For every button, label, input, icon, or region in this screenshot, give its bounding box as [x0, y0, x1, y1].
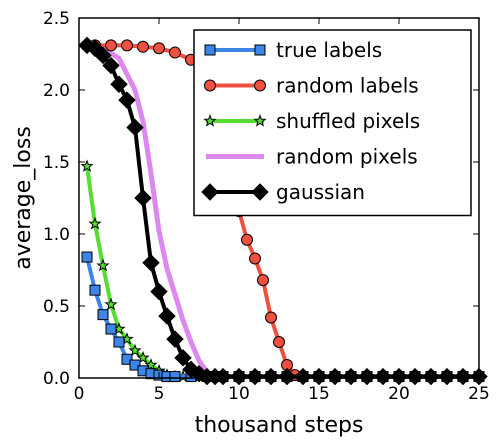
legend: true labels random labels shuffled pixels r…	[193, 29, 472, 217]
legend-label-true-labels: true labels	[276, 38, 382, 62]
data-point-true-labels	[105, 323, 117, 335]
data-point-true-labels	[81, 251, 93, 263]
legend-label-random-labels: random labels	[276, 74, 419, 98]
data-point-gaussian	[214, 367, 232, 386]
data-point-shuffled-pixels	[104, 297, 118, 311]
data-point-random-labels	[273, 336, 285, 348]
data-point-random-labels	[153, 42, 165, 55]
data-point-true-labels	[89, 284, 101, 296]
data-point-gaussian	[142, 254, 160, 272]
data-point-gaussian	[454, 367, 472, 386]
x-tick-label: 10	[228, 384, 250, 404]
data-point-gaussian	[134, 189, 152, 207]
data-point-true-labels	[169, 371, 181, 383]
data-point-random-labels	[241, 233, 253, 246]
legend-marker-true-labels	[254, 44, 266, 56]
ticks-layer: 0 5 10 15 20 25 0.0 0.5 1.0 1.5 2.0 2.5	[43, 9, 490, 404]
data-point-true-labels	[113, 336, 125, 348]
data-point-gaussian	[118, 91, 136, 109]
data-point-gaussian	[262, 367, 280, 386]
legend-marker-gaussian	[201, 183, 219, 201]
x-axis-label: thousand steps	[195, 413, 364, 438]
data-point-true-labels	[129, 359, 141, 371]
data-point-gaussian	[422, 367, 440, 386]
x-tick-label: 15	[308, 384, 330, 404]
x-tick-label: 0	[74, 384, 85, 404]
data-point-gaussian	[102, 56, 120, 75]
data-point-gaussian	[150, 282, 168, 301]
data-point-gaussian	[246, 367, 264, 386]
data-point-random-labels	[257, 274, 269, 287]
data-point-gaussian	[294, 367, 312, 386]
data-point-shuffled-pixels	[96, 258, 110, 272]
data-point-gaussian	[126, 118, 144, 137]
legend-label-gaussian: gaussian	[276, 180, 365, 204]
plot-frame	[78, 17, 480, 379]
data-point-random-labels	[137, 40, 149, 53]
data-point-random-labels	[169, 46, 181, 59]
data-point-shuffled-pixels	[80, 159, 94, 172]
data-point-shuffled-pixels	[128, 343, 142, 357]
data-point-random-labels	[121, 39, 133, 52]
data-point-gaussian	[278, 367, 296, 386]
legend-marker-shuffled-pixels	[203, 114, 217, 127]
legend-marker-gaussian	[251, 183, 269, 201]
data-point-random-labels	[105, 39, 117, 52]
legend-label-shuffled-pixels: shuffled pixels	[276, 109, 420, 133]
y-tick-label: 0.5	[43, 297, 70, 317]
data-point-gaussian	[110, 75, 128, 93]
data-point-gaussian	[406, 367, 424, 386]
x-tick-label: 20	[388, 384, 410, 404]
y-tick-label: 0.0	[43, 369, 70, 389]
data-point-gaussian	[174, 349, 192, 367]
data-point-gaussian	[326, 367, 344, 386]
data-point-random-labels	[249, 252, 261, 265]
legend-marker-random-labels	[254, 79, 266, 92]
legend-marker-random-labels	[204, 79, 216, 92]
y-tick-label: 2.5	[43, 9, 70, 29]
data-point-true-labels	[97, 309, 109, 321]
y-tick-label: 1.0	[43, 225, 70, 245]
y-axis-label: average_loss	[11, 126, 36, 270]
data-point-gaussian	[166, 330, 184, 348]
legend-label-random-pixels: random pixels	[276, 145, 418, 169]
y-tick-label: 1.5	[43, 153, 70, 173]
data-point-shuffled-pixels	[88, 216, 102, 230]
data-point-gaussian	[94, 46, 112, 65]
data-point-true-labels	[121, 353, 133, 365]
data-point-shuffled-pixels	[144, 358, 158, 371]
data-point-random-labels	[265, 311, 277, 324]
y-tick-label: 2.0	[43, 81, 70, 101]
data-point-gaussian	[342, 367, 360, 386]
x-tick-label: 25	[468, 384, 490, 404]
legend-marker-shuffled-pixels	[253, 114, 267, 127]
x-tick-label: 5	[154, 384, 165, 404]
legend-marker-true-labels	[204, 44, 216, 56]
data-point-gaussian	[358, 367, 376, 386]
data-point-shuffled-pixels	[136, 350, 150, 364]
data-point-gaussian	[158, 307, 176, 325]
series-gaussian	[78, 36, 488, 386]
data-point-gaussian	[374, 367, 392, 386]
data-point-gaussian	[438, 367, 456, 386]
